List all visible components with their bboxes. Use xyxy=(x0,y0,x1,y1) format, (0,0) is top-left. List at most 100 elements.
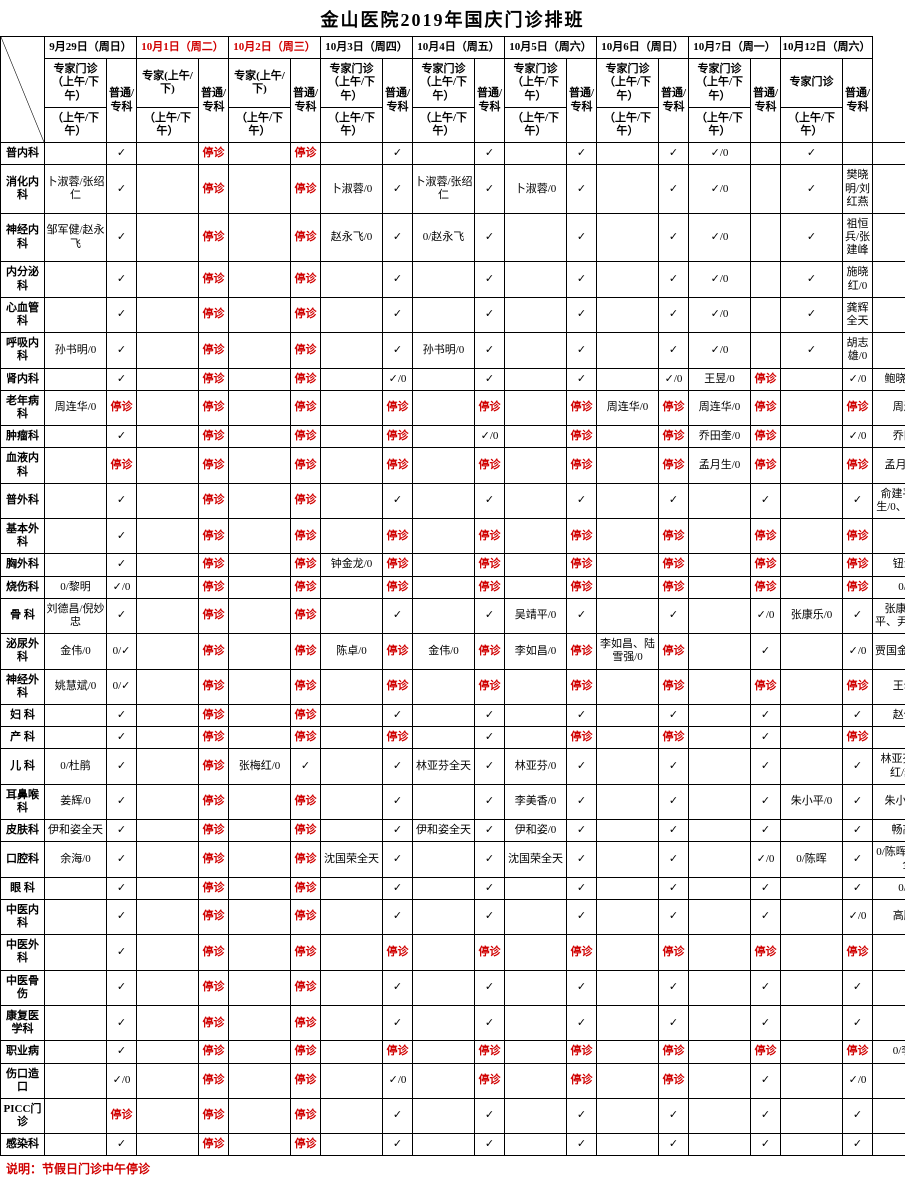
cell xyxy=(45,1134,107,1156)
dept-name: 耳鼻喉科 xyxy=(1,784,45,819)
cell: 停诊 xyxy=(567,519,597,554)
cell xyxy=(45,877,107,899)
cell: 李如昌、陆雪强/0 xyxy=(597,634,659,669)
cell: 停诊 xyxy=(199,727,229,749)
col-general: 普通/专科 xyxy=(659,59,689,143)
cell: ✓ xyxy=(475,262,505,297)
cell xyxy=(597,143,659,165)
cell xyxy=(413,669,475,704)
cell: 停诊 xyxy=(291,842,321,877)
cell: ✓ xyxy=(751,784,781,819)
cell xyxy=(781,704,843,726)
cell: ✓ xyxy=(659,899,689,934)
cell xyxy=(781,749,843,784)
dept-name: 血液内科 xyxy=(1,448,45,483)
cell xyxy=(597,165,659,214)
cell: 0/李涛 xyxy=(873,877,905,899)
cell xyxy=(781,1005,843,1040)
cell: 停诊 xyxy=(291,634,321,669)
cell: 卜淑蓉/0 xyxy=(505,165,567,214)
cell xyxy=(873,519,905,554)
cell: ✓/0 xyxy=(843,1063,873,1098)
cell xyxy=(229,165,291,214)
cell: ✓ xyxy=(843,598,873,633)
cell xyxy=(137,165,199,214)
cell xyxy=(597,213,659,262)
dept-name: 口腔科 xyxy=(1,842,45,877)
cell: 周连华/0 xyxy=(45,390,107,425)
cell xyxy=(505,1098,567,1133)
cell: ✓ xyxy=(567,1134,597,1156)
cell xyxy=(229,297,291,332)
cell: 胡志雄/0 xyxy=(843,333,873,368)
cell: 停诊 xyxy=(291,368,321,390)
cell xyxy=(781,1098,843,1133)
cell: 龚辉全天 xyxy=(843,297,873,332)
cell: ✓ xyxy=(107,899,137,934)
cell: ✓ xyxy=(659,333,689,368)
cell: 祖恒兵/张建峰 xyxy=(843,213,873,262)
cell: 孙书明/0 xyxy=(413,333,475,368)
cell: 0/陈晖、沈国荣全天 xyxy=(873,842,905,877)
cell: 停诊 xyxy=(199,262,229,297)
cell xyxy=(689,669,751,704)
cell: ✓ xyxy=(659,749,689,784)
cell xyxy=(689,1063,751,1098)
cell: 停诊 xyxy=(475,669,505,704)
cell xyxy=(45,426,107,448)
cell: ✓ xyxy=(659,820,689,842)
cell xyxy=(137,1041,199,1063)
cell: ✓ xyxy=(843,842,873,877)
cell: ✓ xyxy=(751,1134,781,1156)
cell: ✓ xyxy=(567,820,597,842)
cell xyxy=(45,483,107,518)
cell: 沈国荣全天 xyxy=(321,842,383,877)
cell xyxy=(321,368,383,390)
cell: ✓ xyxy=(107,519,137,554)
cell: 停诊 xyxy=(199,448,229,483)
cell xyxy=(781,448,843,483)
cell xyxy=(505,970,567,1005)
cell: ✓/0 xyxy=(689,297,751,332)
cell xyxy=(413,519,475,554)
cell xyxy=(597,1098,659,1133)
cell: 停诊 xyxy=(659,448,689,483)
cell xyxy=(597,970,659,1005)
cell: ✓ xyxy=(751,749,781,784)
cell: 停诊 xyxy=(383,519,413,554)
cell xyxy=(873,1063,905,1098)
cell: ✓ xyxy=(567,749,597,784)
cell xyxy=(689,1041,751,1063)
cell xyxy=(229,634,291,669)
dept-name: 消化内科 xyxy=(1,165,45,214)
cell xyxy=(505,935,567,970)
col-time: （上午/下午） xyxy=(137,107,199,142)
cell: 停诊 xyxy=(199,970,229,1005)
cell xyxy=(781,634,843,669)
cell: 俞建平、赵文生/0、章勇全天 xyxy=(873,483,905,518)
cell: ✓ xyxy=(107,749,137,784)
cell xyxy=(413,483,475,518)
dept-name: 普内科 xyxy=(1,143,45,165)
cell: ✓ xyxy=(567,165,597,214)
col-time: （上午/下午） xyxy=(597,107,659,142)
cell: 李美香/0 xyxy=(505,784,567,819)
cell xyxy=(413,368,475,390)
cell xyxy=(137,1063,199,1098)
cell: ✓ xyxy=(567,143,597,165)
cell: 停诊 xyxy=(291,1041,321,1063)
cell xyxy=(873,1005,905,1040)
dept-name: 产 科 xyxy=(1,727,45,749)
cell xyxy=(597,820,659,842)
cell: ✓ xyxy=(383,297,413,332)
cell xyxy=(597,1134,659,1156)
cell xyxy=(597,554,659,576)
cell: 停诊 xyxy=(291,877,321,899)
cell: ✓ xyxy=(107,165,137,214)
cell xyxy=(689,820,751,842)
cell: 停诊 xyxy=(475,448,505,483)
cell: 姚慧斌/0 xyxy=(45,669,107,704)
cell: 停诊 xyxy=(291,970,321,1005)
cell xyxy=(137,448,199,483)
cell: 停诊 xyxy=(291,598,321,633)
